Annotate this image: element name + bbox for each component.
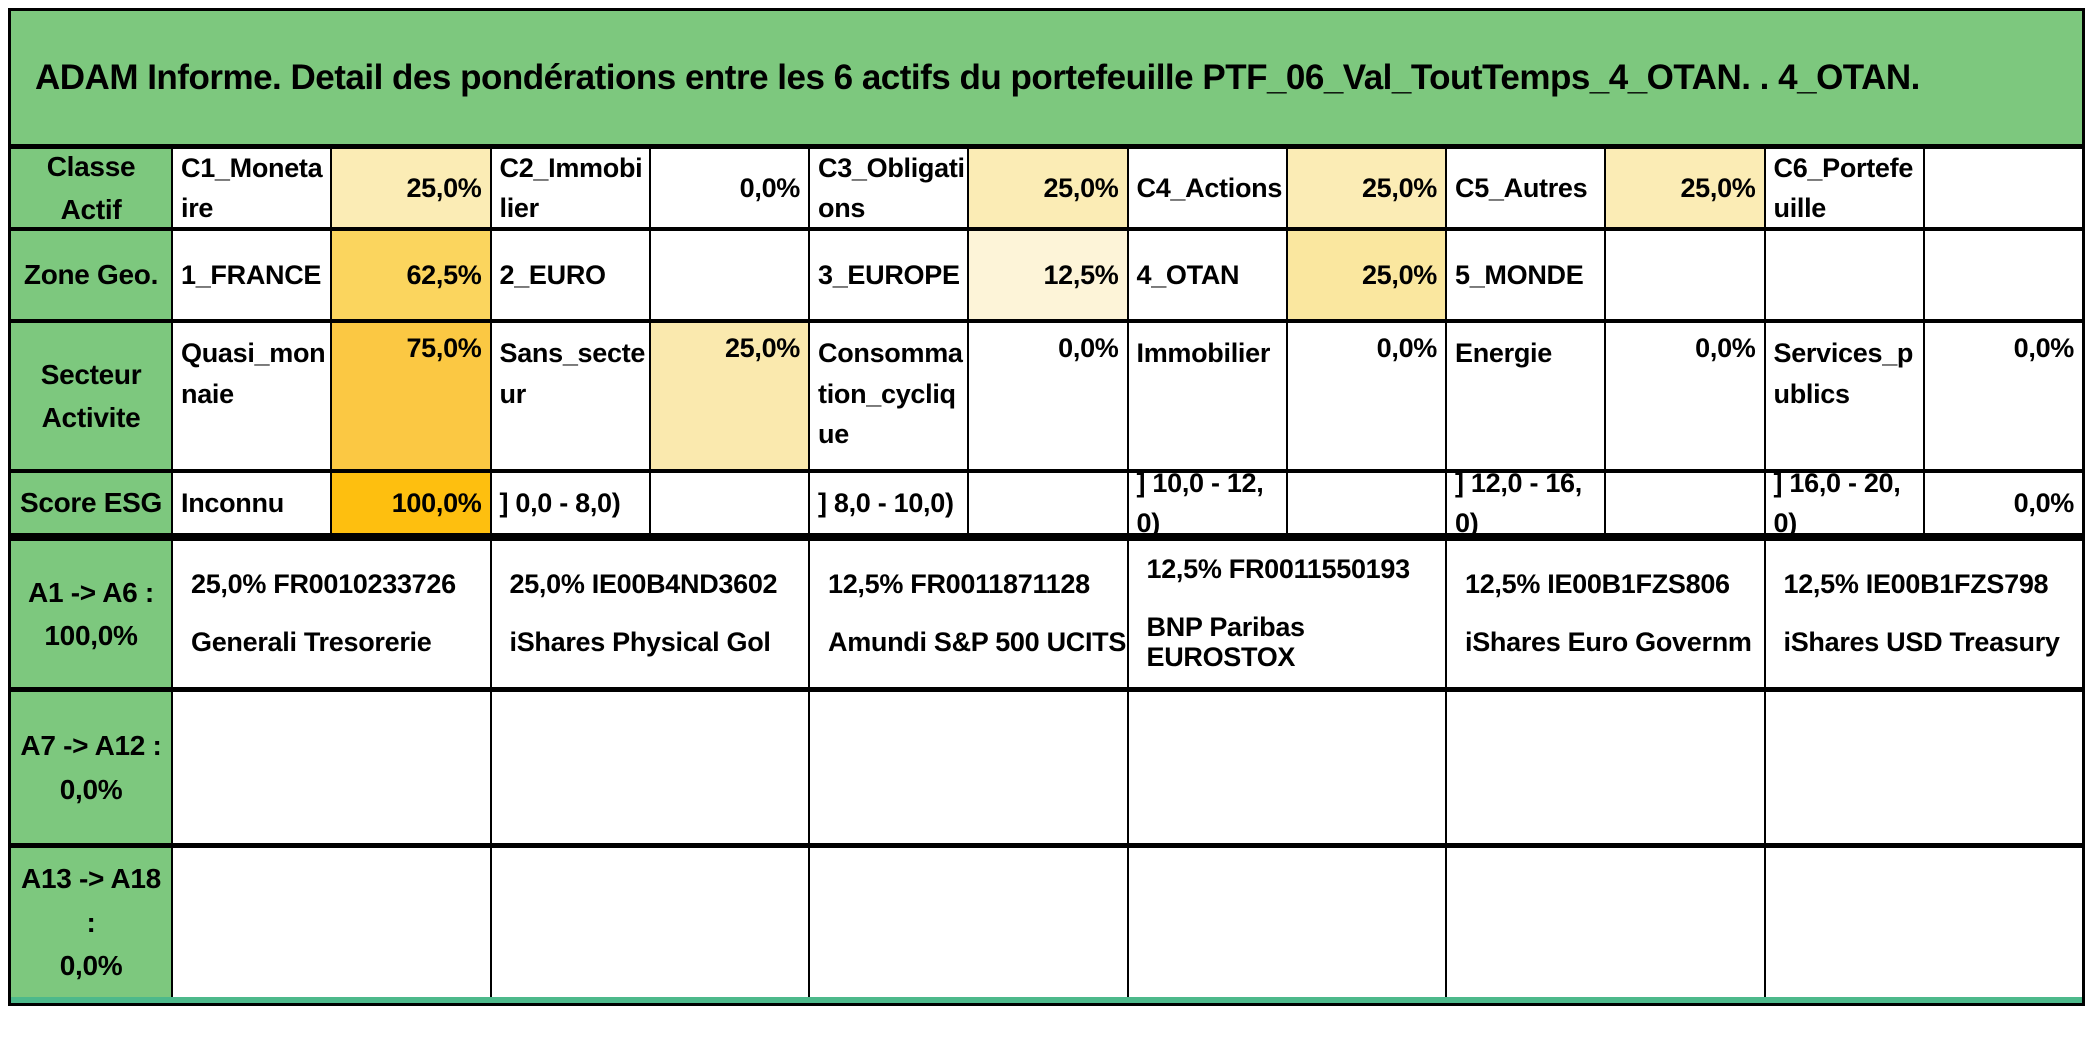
asset-cell	[1763, 848, 2082, 997]
cell-value: 25,0%	[967, 149, 1127, 227]
asset-cell	[1445, 848, 1764, 997]
asset-cell	[1445, 692, 1764, 843]
cell-value: 25,0%	[648, 323, 808, 469]
cell-label: ] 10,0 - 12,0)	[1126, 473, 1286, 533]
cell-value: 25,0%	[1604, 149, 1764, 227]
asset-name: iShares Physical Gol	[509, 627, 771, 657]
cell-label: 3_EUROPE	[808, 231, 968, 319]
cell-label: ] 8,0 - 10,0)	[808, 473, 968, 533]
cell-value: 12,5%	[967, 231, 1127, 319]
cell-value	[1285, 473, 1445, 533]
cell-label: ] 0,0 - 8,0)	[489, 473, 649, 533]
cell-value	[648, 473, 808, 533]
asset-cell: 12,5% FR0011550193 BNP Paribas EUROSTOX	[1126, 541, 1445, 687]
row-header-zone-geo: Zone Geo.	[11, 231, 171, 319]
cell-value: 0,0%	[1604, 323, 1764, 469]
row-header-secteur-activite: Secteur Activite	[11, 323, 171, 469]
weights-table: Classe Actif C1_Monetaire 25,0% C2_Immobili…	[11, 149, 2082, 997]
cell-value: 0,0%	[967, 323, 1127, 469]
cell-value: 0,0%	[648, 149, 808, 227]
asset-cell	[808, 848, 1127, 997]
cell-label	[1763, 231, 1923, 319]
asset-cell	[1126, 848, 1445, 997]
table-row-a7-a12: A7 -> A12 : 0,0%	[11, 687, 2082, 843]
cell-label: C5_Autres	[1445, 149, 1605, 227]
cell-value: 0,0%	[1922, 323, 2082, 469]
asset-cell	[489, 692, 808, 843]
cell-value: 25,0%	[1285, 149, 1445, 227]
table-row-classe-actif: Classe Actif C1_Monetaire 25,0% C2_Immobili…	[11, 149, 2082, 227]
asset-cell: 12,5% IE00B1FZS798 iShares USD Treasury	[1763, 541, 2082, 687]
row-header-classe-actif: Classe Actif	[11, 149, 171, 227]
asset-cell: 12,5% IE00B1FZS806 iShares Euro Governm	[1445, 541, 1764, 687]
cell-value	[648, 231, 808, 319]
cell-value: 75,0%	[330, 323, 490, 469]
cell-label: Quasi_monnaie	[171, 323, 331, 469]
row-header-a13-a18: A13 -> A18 : 0,0%	[11, 848, 171, 997]
report-title: ADAM Informe. Detail des pondérations en…	[11, 11, 2082, 149]
cell-value: 0,0%	[1922, 473, 2082, 533]
asset-cell: 25,0% IE00B4ND3602 iShares Physical Gol	[489, 541, 808, 687]
cell-label: Energie	[1445, 323, 1605, 469]
cell-label: ] 12,0 - 16,0)	[1445, 473, 1605, 533]
row-header-a7-a12: A7 -> A12 : 0,0%	[11, 692, 171, 843]
asset-weight-isin: 12,5% FR0011871128	[828, 569, 1090, 600]
cell-value	[1604, 473, 1764, 533]
asset-cell	[171, 848, 490, 997]
table-row-secteur-activite: Secteur Activite Quasi_monnaie 75,0% Sans_s…	[11, 319, 2082, 469]
row-header-score-esg: Score ESG	[11, 473, 171, 533]
asset-weight-isin: 12,5% FR0011550193	[1146, 554, 1411, 585]
asset-name: iShares Euro Governm	[1465, 627, 1752, 657]
table-row-a13-a18: A13 -> A18 : 0,0%	[11, 843, 2082, 997]
cell-label: Sans_secteur	[489, 323, 649, 469]
table-row-zone-geo: Zone Geo. 1_FRANCE 62,5% 2_EURO 3_EUROPE 12,5…	[11, 227, 2082, 319]
asset-weight-isin: 25,0% FR0010233726	[191, 569, 456, 600]
cell-label: 5_MONDE	[1445, 231, 1605, 319]
cell-label: Services_publics	[1763, 323, 1923, 469]
cell-label: Consommation_cyclique	[808, 323, 968, 469]
bottom-strip	[11, 997, 2082, 1003]
cell-value	[1922, 149, 2082, 227]
cell-value: 25,0%	[330, 149, 490, 227]
asset-name: Amundi S&P 500 UCITS	[828, 627, 1127, 657]
asset-name: Generali Tresorerie	[191, 627, 432, 657]
cell-label: 1_FRANCE	[171, 231, 331, 319]
asset-cell	[489, 848, 808, 997]
cell-value: 25,0%	[1285, 231, 1445, 319]
cell-label: C2_Immobilier	[489, 149, 649, 227]
cell-label: 4_OTAN	[1126, 231, 1286, 319]
cell-label: C6_Portefeuille	[1763, 149, 1923, 227]
cell-label: ] 16,0 - 20,0)	[1763, 473, 1923, 533]
asset-weight-isin: 12,5% IE00B1FZS798	[1783, 569, 2049, 600]
asset-name: BNP Paribas EUROSTOX	[1146, 612, 1306, 672]
asset-cell	[808, 692, 1127, 843]
asset-cell: 12,5% FR0011871128 Amundi S&P 500 UCITS	[808, 541, 1127, 687]
asset-weight-isin: 12,5% IE00B1FZS806	[1465, 569, 1730, 600]
cell-label: C3_Obligations	[808, 149, 968, 227]
asset-cell: 25,0% FR0010233726 Generali Tresorerie	[171, 541, 490, 687]
table-row-score-esg: Score ESG Inconnu 100,0%] 0,0 - 8,0) ] 8,0 …	[11, 469, 2082, 533]
report-frame: ADAM Informe. Detail des pondérations en…	[8, 8, 2085, 1006]
cell-value: 0,0%	[1285, 323, 1445, 469]
row-header-a1-a6: A1 -> A6 : 100,0%	[11, 541, 171, 687]
asset-cell	[171, 692, 490, 843]
asset-cell	[1126, 692, 1445, 843]
asset-weight-isin: 25,0% IE00B4ND3602	[509, 569, 778, 600]
cell-label: C1_Monetaire	[171, 149, 331, 227]
cell-label: C4_Actions	[1126, 149, 1286, 227]
cell-label: 2_EURO	[489, 231, 649, 319]
cell-label: Inconnu	[171, 473, 331, 533]
asset-name: iShares USD Treasury	[1783, 627, 2060, 657]
cell-value: 100,0%	[330, 473, 490, 533]
cell-value: 62,5%	[330, 231, 490, 319]
cell-label: Immobilier	[1126, 323, 1286, 469]
cell-value	[967, 473, 1127, 533]
asset-cell	[1763, 692, 2082, 843]
table-row-a1-a6: A1 -> A6 : 100,0% 25,0% FR0010233726 Gener…	[11, 533, 2082, 687]
cell-value	[1604, 231, 1764, 319]
cell-value	[1922, 231, 2082, 319]
